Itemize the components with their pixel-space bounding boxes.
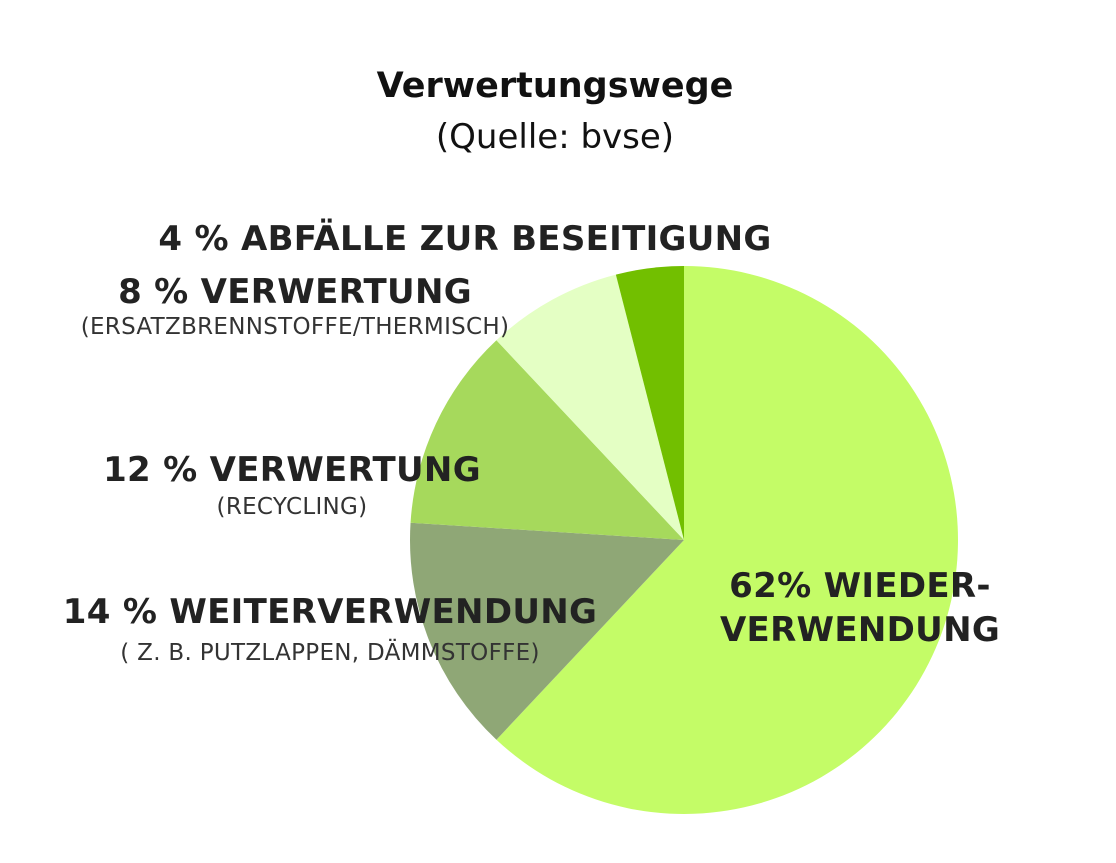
pie-slice-wiederverwendung xyxy=(496,266,958,814)
slice-label-weiterverwendung-line2: ( Z. B. PUTZLAPPEN, DÄMMSTOFFE) xyxy=(120,640,540,666)
slice-label-thermisch-line2: (ERSATZBRENNSTOFFE/THERMISCH) xyxy=(80,314,510,340)
slice-label-beseitigung-line1: 4 % ABFÄLLE ZUR BESEITIGUNG xyxy=(158,219,772,259)
pie-slice-weiterverwendung xyxy=(409,522,684,740)
slice-label-wiederverwendung: 62% WIEDER- VERWENDUNG xyxy=(700,566,1020,650)
slice-label-weiterverwendung: 14 % WEITERVERWENDUNG ( Z. B. PUTZLAPPEN… xyxy=(40,592,620,666)
slice-label-thermisch: 8 % VERWERTUNG (ERSATZBRENNSTOFFE/THERMI… xyxy=(50,272,540,340)
slice-label-recycling: 12 % VERWERTUNG (RECYCLING) xyxy=(92,450,492,520)
slice-label-wiederverwendung-line2: VERWENDUNG xyxy=(719,610,1001,650)
slice-label-weiterverwendung-line1: 14 % WEITERVERWENDUNG xyxy=(62,592,598,632)
slice-label-wiederverwendung-line1: 62% WIEDER- xyxy=(729,566,991,606)
slice-label-thermisch-line1: 8 % VERWERTUNG xyxy=(118,272,472,312)
pie-slice-thermisch xyxy=(496,274,684,540)
pie-slice-recycling xyxy=(410,340,684,540)
slice-label-recycling-line1: 12 % VERWERTUNG xyxy=(103,450,481,490)
chart-subtitle: (Quelle: bvse) xyxy=(435,117,675,157)
slice-label-beseitigung: 4 % ABFÄLLE ZUR BESEITIGUNG xyxy=(150,219,780,259)
slice-label-recycling-line2: (RECYCLING) xyxy=(216,494,368,520)
chart-title: Verwertungswege xyxy=(376,66,734,106)
pie-slice-beseitigung xyxy=(615,266,684,540)
